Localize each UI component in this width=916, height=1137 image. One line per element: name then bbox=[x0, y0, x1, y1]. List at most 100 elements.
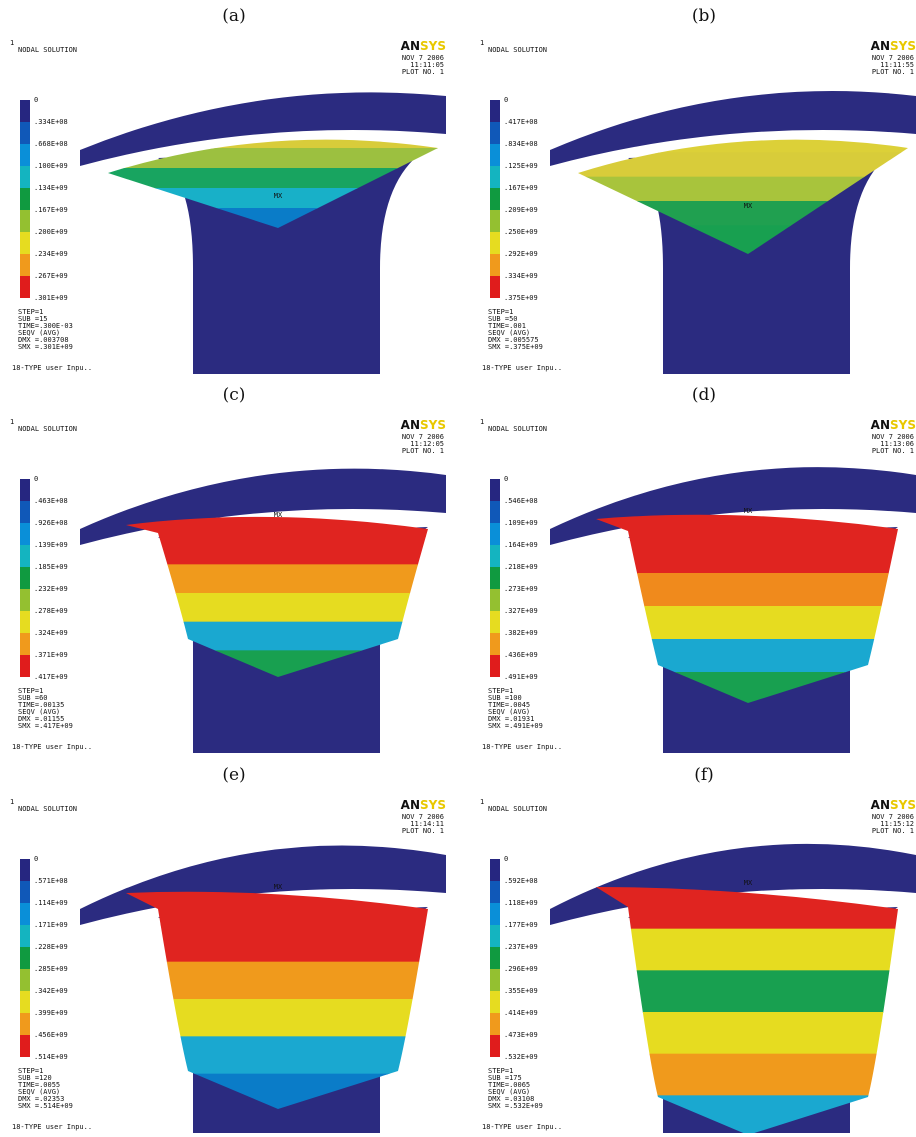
info-line: SMX =.375E+09 bbox=[488, 343, 543, 351]
legend-value: 0 bbox=[504, 475, 508, 483]
legend-swatch bbox=[20, 567, 30, 589]
legend-swatch bbox=[20, 545, 30, 567]
geometry bbox=[550, 467, 916, 753]
ansys-logo: ANSYS bbox=[401, 39, 446, 53]
max-marker: MX bbox=[274, 192, 283, 200]
legend-value: .134E+09 bbox=[34, 184, 68, 192]
legend-value: .164E+09 bbox=[504, 541, 538, 549]
corner-number: 1 bbox=[10, 418, 14, 426]
header-line: PLOT NO. 1 bbox=[872, 827, 914, 835]
logo-an: AN bbox=[401, 418, 420, 432]
legend-value: .167E+09 bbox=[34, 206, 68, 214]
legend-value: .592E+08 bbox=[504, 877, 538, 885]
legend-value: .399E+09 bbox=[34, 1009, 68, 1017]
logo-sys: SYS bbox=[890, 798, 916, 812]
logo-an: AN bbox=[401, 39, 420, 53]
legend-swatch bbox=[20, 903, 30, 925]
stress-band bbox=[98, 622, 446, 652]
ansys-plot: 1NODAL SOLUTIONANSYSNOV 7 200611:11:05PL… bbox=[8, 38, 446, 374]
legend-swatch bbox=[490, 567, 500, 589]
legend-value: .334E+09 bbox=[504, 272, 538, 280]
stress-band bbox=[568, 929, 916, 972]
stress-band bbox=[98, 188, 446, 209]
legend-value: .342E+09 bbox=[34, 987, 68, 995]
legend-value: .171E+09 bbox=[34, 921, 68, 929]
logo-sys: SYS bbox=[420, 418, 446, 432]
logo-an: AN bbox=[871, 798, 890, 812]
legend-swatch bbox=[490, 166, 500, 188]
stress-band bbox=[98, 999, 446, 1037]
info-line: SMX =.301E+09 bbox=[18, 343, 73, 351]
max-marker: MX bbox=[744, 202, 753, 210]
legend-swatch bbox=[490, 545, 500, 567]
legend-swatch bbox=[20, 100, 30, 122]
legend-value: .327E+09 bbox=[504, 607, 538, 615]
legend-swatch bbox=[20, 633, 30, 655]
legend-swatch bbox=[20, 276, 30, 298]
info-line: SMX =.514E+09 bbox=[18, 1102, 73, 1110]
legend-value: .125E+09 bbox=[504, 162, 538, 170]
legend-value: 0 bbox=[34, 475, 38, 483]
corner-number: 1 bbox=[480, 39, 484, 47]
legend-swatch bbox=[20, 523, 30, 545]
corner-number: 1 bbox=[10, 39, 14, 47]
legend-value: .218E+09 bbox=[504, 563, 538, 571]
legend-value: .114E+09 bbox=[34, 899, 68, 907]
panel-label: (f) bbox=[674, 765, 734, 785]
max-marker: MX bbox=[274, 511, 283, 519]
legend-swatch bbox=[490, 947, 500, 969]
legend-swatch bbox=[490, 501, 500, 523]
legend-swatch bbox=[20, 881, 30, 903]
stress-band bbox=[568, 225, 916, 250]
legend-swatch bbox=[490, 188, 500, 210]
stress-band bbox=[98, 148, 446, 169]
legend-swatch bbox=[490, 991, 500, 1013]
footer: 18-TYPE user Inpu.. bbox=[482, 743, 562, 751]
legend-value: .273E+09 bbox=[504, 585, 538, 593]
legend-swatch bbox=[490, 611, 500, 633]
legend-value: .139E+09 bbox=[34, 541, 68, 549]
legend-swatch bbox=[20, 166, 30, 188]
legend-value: .375E+09 bbox=[504, 294, 538, 302]
panel-label: (c) bbox=[204, 385, 264, 405]
legend-value: .296E+09 bbox=[504, 965, 538, 973]
legend-value: 0 bbox=[504, 96, 508, 104]
stress-band bbox=[568, 1095, 916, 1133]
legend-swatch bbox=[490, 589, 500, 611]
legend-value: .668E+08 bbox=[34, 140, 68, 148]
stress-band bbox=[568, 540, 916, 574]
legend-value: .232E+09 bbox=[34, 585, 68, 593]
legend-value: .292E+09 bbox=[504, 250, 538, 258]
panel-label: (e) bbox=[204, 765, 264, 785]
header-line: PLOT NO. 1 bbox=[872, 447, 914, 455]
header-line: PLOT NO. 1 bbox=[402, 447, 444, 455]
info-line: SMX =.532E+09 bbox=[488, 1102, 543, 1110]
stress-band bbox=[98, 962, 446, 1000]
stress-band bbox=[98, 1036, 446, 1074]
figure: (a)1NODAL SOLUTIONANSYSNOV 7 200611:11:0… bbox=[0, 0, 916, 1133]
legend-value: .382E+09 bbox=[504, 629, 538, 637]
info-line: SMX =.417E+09 bbox=[18, 722, 73, 730]
stress-band bbox=[98, 208, 446, 229]
legend-swatch bbox=[490, 254, 500, 276]
legend-value: .417E+08 bbox=[504, 118, 538, 126]
legend-value: .267E+09 bbox=[34, 272, 68, 280]
logo-sys: SYS bbox=[420, 39, 446, 53]
legend-swatch bbox=[20, 210, 30, 232]
legend-value: .417E+09 bbox=[34, 673, 68, 681]
legend-swatch bbox=[20, 925, 30, 947]
legend-value: .926E+08 bbox=[34, 519, 68, 527]
cup bbox=[98, 507, 446, 680]
legend-swatch bbox=[20, 1035, 30, 1057]
legend-value: 0 bbox=[504, 855, 508, 863]
corner-number: 1 bbox=[10, 798, 14, 806]
footer: 18-TYPE user Inpu.. bbox=[12, 743, 92, 751]
legend-swatch bbox=[490, 523, 500, 545]
legend-swatch bbox=[490, 1013, 500, 1035]
legend-value: .834E+08 bbox=[504, 140, 538, 148]
panel: 1NODAL SOLUTIONANSYSNOV 7 200611:11:55PL… bbox=[478, 38, 916, 374]
legend-value: 0 bbox=[34, 96, 38, 104]
logo-an: AN bbox=[401, 798, 420, 812]
